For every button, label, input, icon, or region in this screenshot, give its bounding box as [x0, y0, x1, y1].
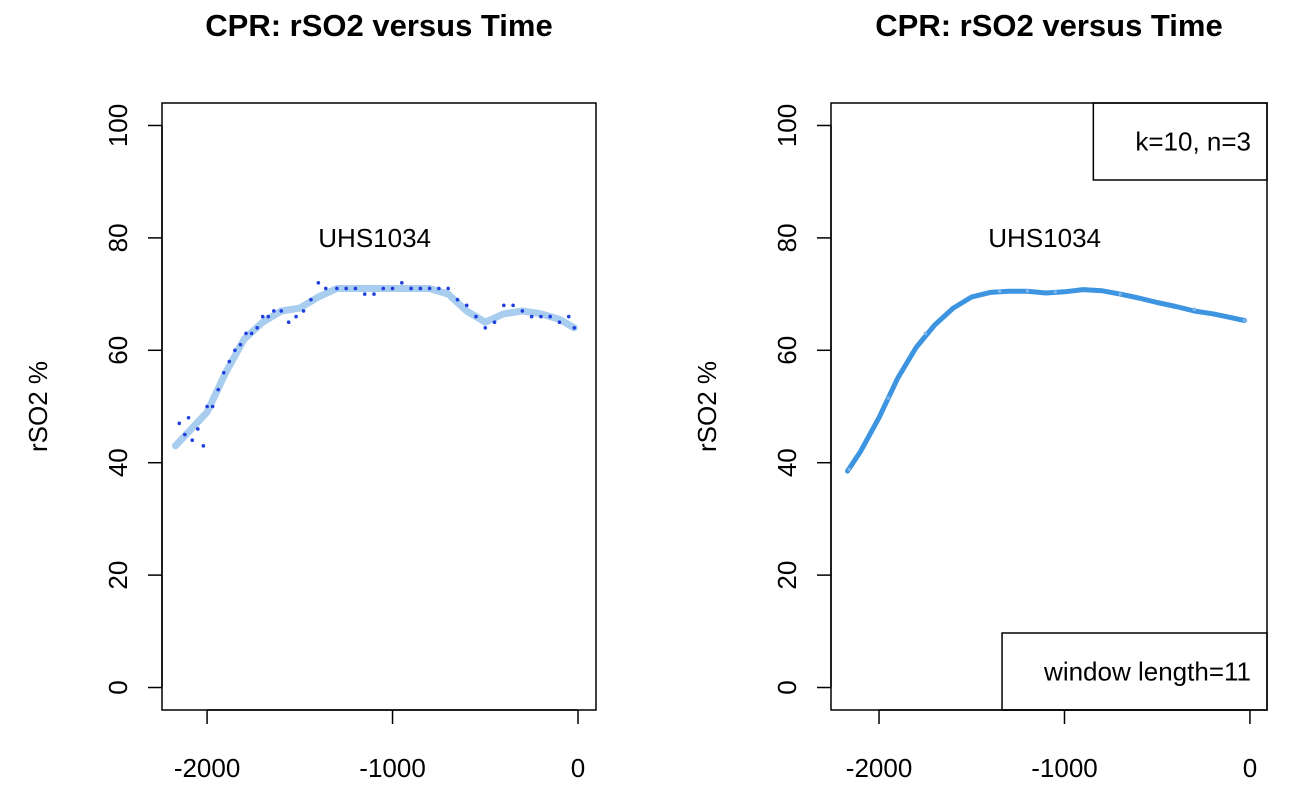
data-point	[335, 286, 339, 291]
chart-title: CPR: rSO2 versus Time	[205, 8, 552, 43]
data-point	[572, 326, 577, 330]
y-tick-label: 20	[772, 561, 802, 590]
data-point	[483, 326, 488, 330]
data-point	[1025, 288, 1030, 293]
data-point	[437, 286, 441, 291]
data-point	[210, 404, 215, 409]
data-point	[427, 286, 432, 291]
data-point	[446, 286, 450, 291]
legend-box	[1001, 632, 1268, 711]
y-tick-label: 100	[772, 104, 802, 147]
data-point	[381, 286, 386, 291]
data-point	[301, 309, 306, 313]
annotation: UHS1034	[988, 223, 1101, 253]
data-point	[201, 444, 206, 448]
x-tick-label: -1000	[359, 753, 426, 783]
data-point	[316, 281, 321, 285]
data-point	[344, 286, 348, 291]
data-point	[221, 370, 226, 375]
data-point	[227, 359, 232, 364]
x-tick-label: 0	[1243, 753, 1257, 783]
data-point	[923, 331, 928, 336]
x-tick-label: -2000	[174, 753, 241, 783]
data-point	[205, 404, 209, 409]
data-point	[233, 348, 237, 353]
data-point	[557, 320, 562, 324]
data-point	[502, 303, 506, 308]
data-point	[474, 314, 478, 319]
data-point	[249, 331, 254, 336]
y-tick-label: 60	[103, 336, 133, 365]
data-point	[238, 342, 243, 347]
y-tick-label: 100	[103, 104, 133, 147]
data-point	[372, 292, 376, 296]
data-point	[511, 303, 515, 308]
data-point	[255, 326, 259, 330]
data-point	[353, 286, 358, 291]
data-point	[520, 309, 525, 313]
data-point	[455, 297, 460, 302]
data-point	[272, 309, 276, 313]
x-tick-label: -2000	[846, 753, 913, 783]
data-point	[390, 286, 395, 291]
smooth-line	[845, 287, 1247, 474]
data-point	[195, 427, 200, 431]
y-tick-label: 0	[772, 680, 802, 694]
y-axis-label: rSO2 %	[23, 361, 53, 452]
y-axis-label: rSO2 %	[692, 361, 722, 452]
data-point	[186, 415, 191, 420]
data-point	[539, 314, 543, 319]
data-point	[400, 281, 404, 285]
data-point	[464, 303, 469, 308]
y-tick-label: 80	[103, 223, 133, 252]
data-point	[1242, 318, 1247, 323]
data-point	[492, 320, 497, 324]
y-tick-label: 40	[772, 448, 802, 477]
y-tick-label: 40	[103, 448, 133, 477]
data-point	[323, 286, 328, 291]
data-point	[418, 286, 423, 291]
y-tick-label: 20	[103, 561, 133, 590]
data-point	[279, 309, 284, 313]
data-point	[286, 320, 291, 324]
y-tick-label: 80	[772, 223, 802, 252]
data-point	[183, 432, 187, 437]
data-point	[409, 286, 413, 291]
y-tick-label: 60	[772, 336, 802, 365]
x-tick-label: 0	[571, 753, 585, 783]
plot-box	[161, 102, 597, 711]
smooth-line	[172, 285, 578, 450]
data-point	[190, 438, 195, 443]
data-point	[266, 314, 271, 319]
plot-box	[830, 102, 1268, 711]
data-point	[216, 387, 220, 392]
data-point	[1053, 290, 1058, 294]
y-tick-label: 0	[103, 680, 133, 694]
legend-text: window length=11	[1043, 656, 1251, 686]
data-point	[309, 297, 313, 302]
data-point	[362, 292, 367, 296]
chart-title: CPR: rSO2 versus Time	[875, 8, 1222, 43]
data-point	[548, 314, 552, 319]
data-point	[886, 396, 891, 400]
data-point	[997, 289, 1002, 294]
data-point	[566, 314, 571, 319]
data-point	[294, 314, 298, 319]
annotation: UHS1034	[318, 223, 431, 253]
data-point	[1118, 292, 1122, 296]
legend-text: k=10, n=3	[1135, 126, 1251, 156]
data-point	[260, 314, 265, 319]
data-point	[847, 467, 852, 472]
data-point	[244, 331, 248, 336]
data-point	[529, 314, 534, 319]
x-tick-label: -1000	[1031, 753, 1098, 783]
legend-box	[1092, 102, 1268, 181]
data-point	[1192, 307, 1197, 312]
data-point	[177, 421, 182, 426]
